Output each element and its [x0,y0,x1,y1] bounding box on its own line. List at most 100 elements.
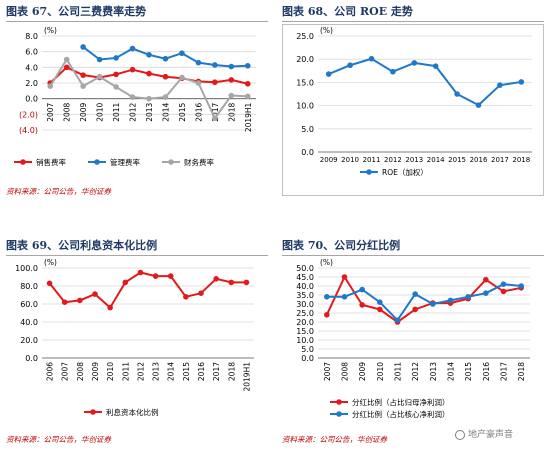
x-tick-label: 2007 [46,102,55,121]
legend-label: 分红比例（占比归母净利润） [352,397,450,407]
data-point [179,50,185,57]
title-divider [6,255,268,256]
x-tick-label: 2016 [194,102,203,121]
data-point [244,80,251,87]
data-point [394,317,401,323]
legend-label: 财务费率 [184,157,214,167]
data-point [129,66,136,73]
x-tick-label: 2011 [112,102,121,121]
x-tick-label: 2018 [227,362,236,381]
y-tick-label: 6.0 [25,48,38,57]
y-tick-label: 5.0 [301,125,314,134]
data-point [390,68,396,75]
data-point [113,71,119,78]
data-point [167,273,174,279]
data-point [430,301,436,307]
legend-label: ROE（加权） [382,167,428,177]
data-point [411,60,418,66]
x-tick-label: 2012 [129,102,138,121]
chart-title: 图表 69、公司利息资本化比例 [6,239,158,252]
data-point [324,294,330,300]
data-point [179,74,185,81]
x-tick-label: 2006 [46,362,55,381]
data-point [483,290,489,296]
legend-swatch-marker [336,399,342,405]
data-point [113,84,119,90]
data-point [518,283,524,289]
x-tick-label: 2018 [227,102,236,121]
data-point [80,44,86,50]
y-tick-label: 25.0 [296,32,314,41]
data-point [46,280,53,287]
data-point [77,297,83,304]
watermark: 地产豪声音 [455,428,513,442]
x-tick-label: 2016 [197,362,206,381]
legend-swatch-marker [366,169,372,175]
unit-label: (%) [320,258,333,267]
data-point [96,56,103,63]
unit-label: (%) [44,26,57,35]
data-point [244,93,251,100]
x-tick-label: 2007 [323,362,332,381]
source-note: 资料来源：公司公告，华创证券 [282,435,387,444]
data-point [129,45,136,52]
legend-label: 利息资本化比例 [106,407,159,417]
data-point [195,80,202,86]
y-tick-label: 20.0 [20,336,38,345]
x-tick-label: 2014 [427,156,445,164]
x-tick-label: 2012 [384,156,402,164]
data-point [228,77,235,83]
x-tick-label: 2013 [145,102,154,121]
x-tick-label: 2011 [394,362,403,381]
data-point [80,83,86,89]
data-point [244,62,251,69]
y-tick-label: 10.0 [296,336,314,345]
x-tick-label: 2013 [405,156,423,164]
unit-label: (%) [44,258,57,267]
data-point [195,59,202,66]
data-point [359,302,365,308]
y-tick-label: 0.0 [25,354,38,363]
y-tick-label: 15.0 [296,78,314,87]
data-point [47,83,54,89]
source-note: 资料来源：公司公告，华创证券 [6,435,111,444]
y-tick-label: (2.0) [19,110,38,119]
chart-title: 图表 70、公司分红比例 [282,239,401,252]
chart-panel-67: 图表 67、公司三费费率走势 (4.0) (2.0) 0.0 2.0 4.0 6.0 8.0… [6,4,268,200]
legend-label: 分红比例（占比核心净利润） [352,409,450,419]
data-point [162,94,169,100]
data-point [228,279,235,286]
x-tick-label: 2011 [121,362,130,381]
y-tick-label: 8.0 [25,32,38,41]
data-point [497,82,503,88]
y-tick-label: 25.0 [296,309,314,318]
data-point [377,299,383,305]
series-line [325,276,522,323]
x-tick-label: 2014 [447,362,456,381]
x-tick-label: 2013 [429,362,438,381]
data-point [162,73,169,80]
x-tick-label: 2008 [341,362,350,381]
data-point [129,94,136,100]
data-point [183,294,189,300]
x-tick-label: 2008 [76,362,85,381]
x-tick-label: 2012 [136,362,145,381]
data-point [63,56,70,63]
unit-label: (%) [320,26,333,35]
y-tick-label: 20.0 [296,55,314,64]
x-tick-label: 2015 [182,362,191,381]
data-point [518,79,525,85]
series-line [328,57,522,107]
x-tick-label: 2010 [341,156,359,164]
chart-title: 图表 68、公司 ROE 走势 [282,5,413,18]
x-tick-label: 2008 [63,102,72,121]
data-point [152,273,159,279]
x-tick-label: 2015 [464,362,473,381]
data-point [146,52,152,58]
y-tick-label: (4.0) [19,126,38,135]
legend-swatch-marker [168,159,174,165]
legend-label: 销售费率 [36,157,66,167]
y-tick-label: 80.0 [20,282,38,291]
y-tick-label: 5.0 [301,345,314,354]
y-tick-label: 15.0 [296,327,314,336]
